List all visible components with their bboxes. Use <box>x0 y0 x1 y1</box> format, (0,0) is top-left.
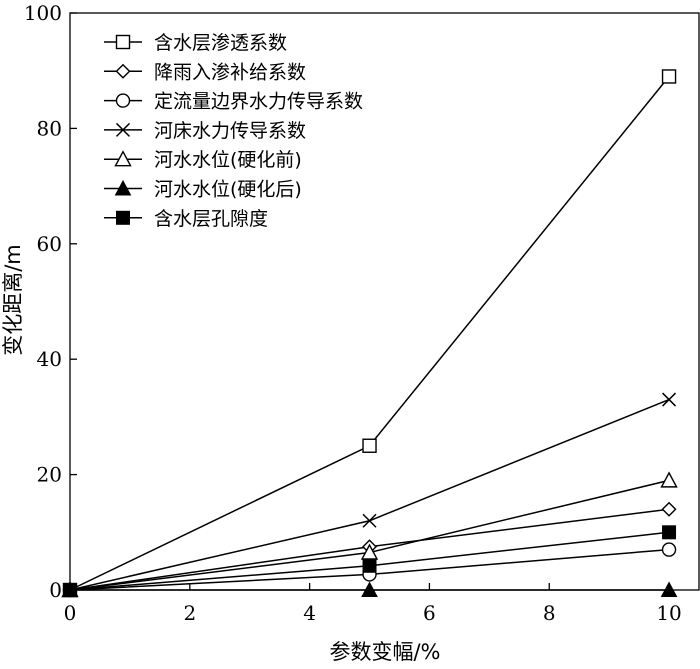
x-tick-label: 10 <box>656 601 681 625</box>
y-tick-label: 0 <box>49 578 62 602</box>
series-7-point <box>362 558 377 573</box>
y-tick-label: 60 <box>37 232 62 256</box>
legend-marker <box>114 179 132 196</box>
legend: 含水层渗透系数降雨入渗补给系数定流量边界水力传导系数河床水力传导系数河水水位(硬… <box>104 32 363 230</box>
series-1-point <box>661 69 677 84</box>
x-tick-label: 0 <box>64 601 77 625</box>
series-4-point <box>662 392 677 407</box>
x-tick-label: 6 <box>423 601 436 625</box>
x-axis-title: 参数变幅/% <box>329 640 440 664</box>
legend-marker <box>116 210 130 225</box>
series-markers <box>61 69 678 598</box>
x-tick-label: 8 <box>543 601 556 625</box>
series-4-point <box>362 513 377 528</box>
legend-marker <box>115 63 131 79</box>
legend-marker <box>114 150 132 167</box>
legend-label: 河床水力传导系数 <box>154 120 306 142</box>
legend-label: 定流量边界水力传导系数 <box>154 91 363 113</box>
legend-label: 含水层渗透系数 <box>154 32 287 54</box>
series-2-point <box>661 501 677 517</box>
x-tick-label: 2 <box>183 601 196 625</box>
series-3-point <box>661 542 677 557</box>
y-tick-label: 40 <box>37 347 62 371</box>
legend-label: 河水水位(硬化后) <box>154 179 302 201</box>
y-tick-label: 100 <box>24 1 62 25</box>
y-axis-title: 变化距离/m <box>1 244 25 356</box>
series-7-point <box>662 525 677 540</box>
y-tick-label: 20 <box>37 463 62 487</box>
series-5-point <box>660 471 678 488</box>
legend-label: 降雨入渗补给系数 <box>154 61 306 83</box>
series-6-point <box>361 581 378 597</box>
legend-label: 含水层孔隙度 <box>154 208 268 230</box>
legend-marker <box>115 93 131 108</box>
series-7-point <box>63 583 77 597</box>
series-1-point <box>362 438 377 453</box>
legend-marker <box>115 34 131 50</box>
series-6-point <box>660 581 678 597</box>
y-tick-label: 80 <box>37 116 62 140</box>
legend-marker <box>115 122 131 137</box>
x-tick-label: 4 <box>303 601 316 625</box>
legend-label: 河水水位(硬化前) <box>154 149 302 171</box>
